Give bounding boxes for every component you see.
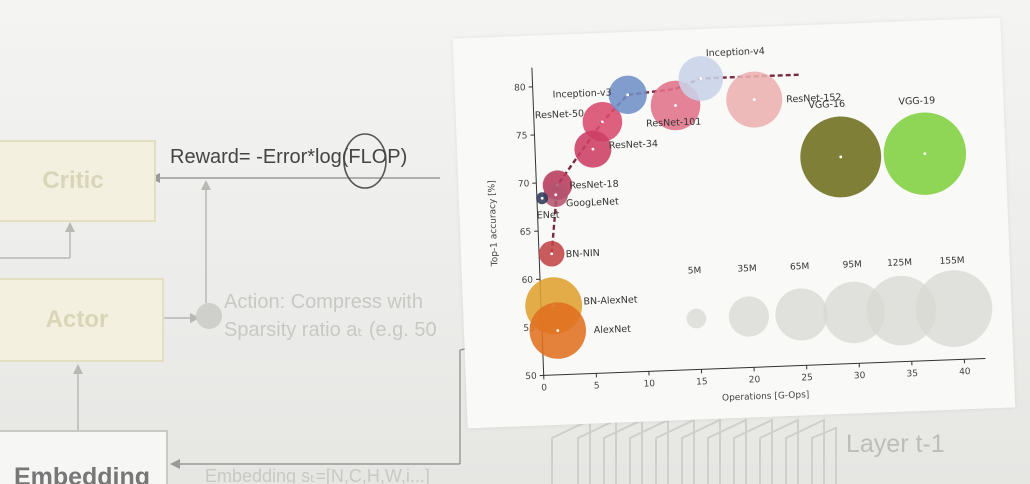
data-point-center	[540, 196, 544, 200]
data-label: AlexNet	[594, 324, 632, 336]
data-point-center	[556, 329, 560, 332]
chart-svg: 0 5 10 15 20 25 30 35 40 50 55 60 65 70 75 80 Operations…	[487, 46, 993, 404]
size-legend-label: 155M	[940, 256, 965, 267]
data-label: ResNet-101	[646, 116, 702, 129]
data-label: ENet	[537, 210, 560, 222]
data-point-center	[626, 93, 630, 97]
actor-label: Actor	[45, 306, 109, 333]
x-tick-label: 30	[854, 371, 866, 381]
actor-to-critic-arrowhead	[65, 222, 75, 232]
data-label: VGG-19	[898, 95, 935, 107]
x-axis-line	[543, 357, 986, 376]
data-point-center	[550, 252, 554, 256]
data-label: Inception-v3	[552, 87, 611, 100]
critic-box: Critic	[0, 140, 156, 222]
action-caption: Action: Compress with Sparsity ratio aₜ …	[224, 288, 437, 344]
size-legend-bubble	[775, 288, 828, 341]
data-point-center	[839, 155, 843, 159]
data-point-center	[674, 104, 677, 107]
x-tick-label: 40	[959, 367, 971, 377]
reward-formula: Reward= -Error*log(FLOP)	[170, 146, 407, 169]
layer-label: Layer t-1	[846, 430, 945, 458]
action-line-2: Sparsity ratio aₜ (e.g. 50	[224, 319, 437, 341]
x-tick-label: 0	[541, 383, 547, 393]
y-tick-label: 60	[521, 275, 533, 285]
y-tick-label: 80	[514, 83, 526, 93]
data-label: ResNet-18	[569, 179, 619, 192]
action-up-arrowhead	[201, 180, 211, 190]
size-legend-label: 5M	[688, 266, 702, 277]
y-tick-label: 75	[516, 131, 528, 141]
reward-prefix: Reward= -Error*	[170, 146, 316, 168]
data-point-center	[699, 77, 703, 80]
size-legend-bubble	[866, 275, 937, 346]
data-label: BN-NIN	[566, 248, 600, 260]
size-legend-label: 35M	[737, 264, 757, 275]
action-line-1: Action: Compress with	[224, 291, 423, 313]
size-legend-label: 95M	[842, 260, 862, 271]
data-point-center	[601, 120, 604, 124]
actor-box: Actor	[0, 278, 164, 362]
y-tick-label: 55	[523, 324, 535, 334]
data-label: VGG-16	[808, 99, 845, 111]
y-tick-label: 50	[525, 372, 537, 382]
y-tick-label: 70	[518, 179, 530, 189]
y-tick-label: 65	[520, 227, 532, 237]
size-legend-label: 125M	[887, 258, 912, 269]
critic-label: Critic	[42, 167, 104, 194]
log-highlight-circle	[343, 133, 387, 189]
layer-stack-graphic	[551, 418, 837, 484]
embedding-box: Embedding	[0, 430, 168, 484]
reward-log: log	[315, 146, 342, 168]
size-legend-label: 65M	[790, 262, 810, 273]
x-tick-label: 35	[906, 369, 918, 379]
x-tick-label: 20	[749, 375, 761, 385]
data-label: ResNet-152	[786, 92, 842, 105]
size-legend-bubble	[915, 270, 993, 347]
size-legend-bubble	[728, 296, 770, 337]
data-label: Inception-v4	[706, 46, 765, 59]
x-axis-label: Operations [G-Ops]	[722, 390, 810, 403]
reward-suffix: (FLOP)	[341, 146, 408, 168]
data-point-center	[923, 152, 927, 156]
x-tick-label: 25	[801, 373, 813, 383]
data-point-center	[752, 98, 756, 101]
embedding-label: Embedding	[13, 463, 151, 484]
data-label: BN-AlexNet	[583, 294, 638, 307]
size-legend-bubble	[686, 308, 707, 329]
y-axis-label: Top-1 accuracy [%]	[487, 180, 500, 267]
data-point-center	[554, 193, 558, 197]
accuracy-vs-ops-chart: 0 5 10 15 20 25 30 35 40 50 55 60 65 70 75 80 Operations…	[452, 17, 1016, 429]
action-node	[196, 303, 222, 329]
x-tick-label: 5	[594, 381, 600, 391]
x-tick-label: 10	[643, 379, 655, 389]
data-label: ResNet-34	[609, 139, 659, 152]
data-point-center	[591, 147, 595, 151]
data-label: GoogLeNet	[566, 196, 619, 209]
data-label: ResNet-50	[535, 108, 585, 121]
x-tick-label: 15	[696, 377, 708, 387]
embedding-caption: Embedding sₜ=[N,C,H,W,i...]	[205, 466, 430, 484]
